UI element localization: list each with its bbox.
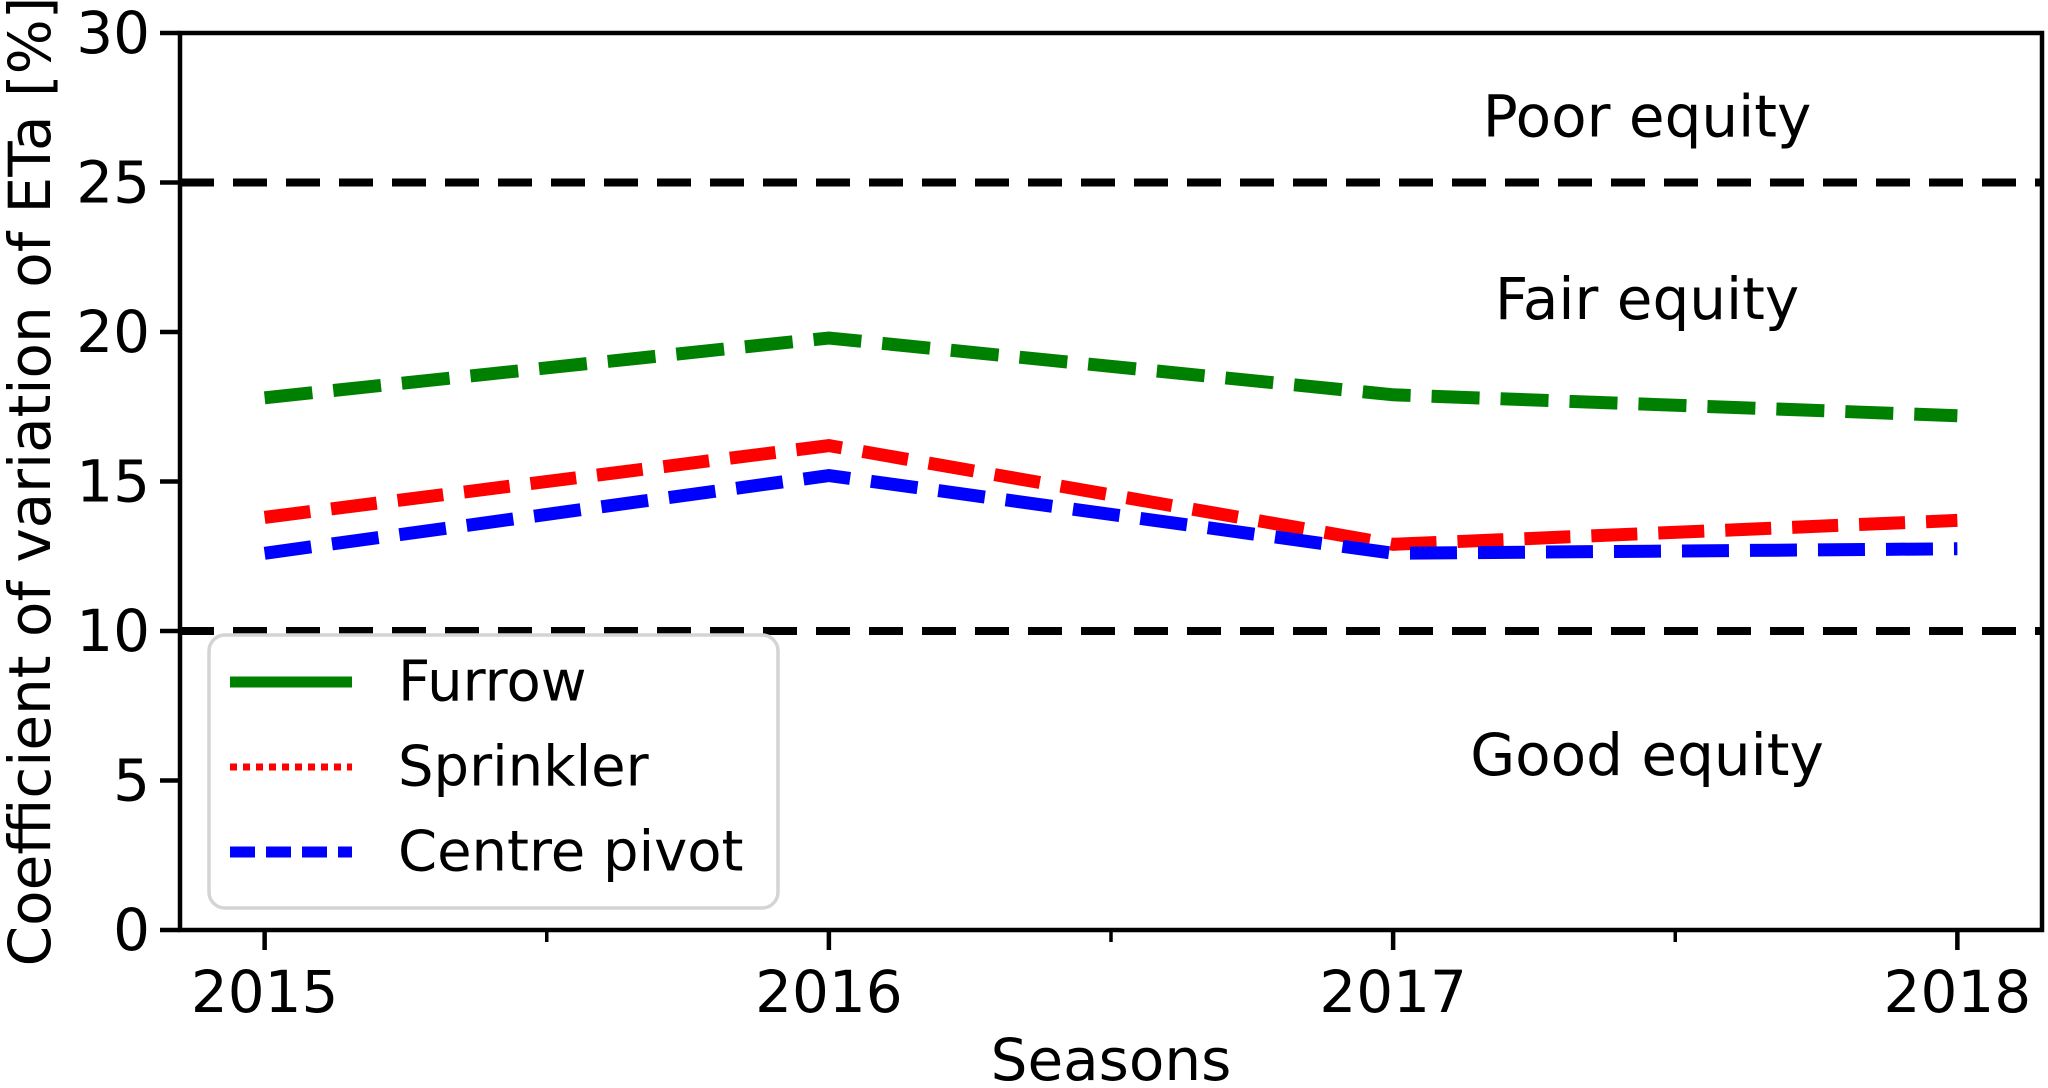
legend-label-furrow: Furrow (398, 650, 587, 715)
furrow-line (263, 331, 1958, 423)
legend-box (207, 633, 780, 910)
y-tick-label-0: 0 (113, 896, 150, 964)
y-tick-label-30: 30 (76, 0, 150, 67)
x-tick-label-2016: 2016 (755, 958, 903, 1026)
x-tick-label-2017: 2017 (1319, 958, 1467, 1026)
sprinkler-line (263, 439, 1958, 551)
x-axis-label: Seasons (991, 1026, 1232, 1088)
legend-label-sprinkler: Sprinkler (398, 735, 650, 800)
good-equity-label: Good equity (1470, 721, 1824, 789)
x-tick-label-2018: 2018 (1884, 958, 2032, 1026)
y-tick-label-15: 15 (76, 448, 150, 516)
y-tick-label-25: 25 (76, 149, 150, 217)
poor-equity-label: Poor equity (1483, 83, 1812, 151)
fair-equity-label: Fair equity (1495, 265, 1799, 333)
y-axis-label: Coefficient of variation of ETa [%] (0, 0, 64, 966)
legend: Furrow Sprinkler Centre pivot (207, 633, 780, 910)
x-tick-label-2015: 2015 (191, 958, 339, 1026)
y-tick-label-5: 5 (113, 747, 150, 815)
y-tick-label-20: 20 (76, 298, 150, 366)
legend-label-centre-pivot: Centre pivot (398, 820, 744, 885)
centre-pivot-line (263, 468, 1958, 560)
y-tick-label-10: 10 (76, 597, 150, 665)
